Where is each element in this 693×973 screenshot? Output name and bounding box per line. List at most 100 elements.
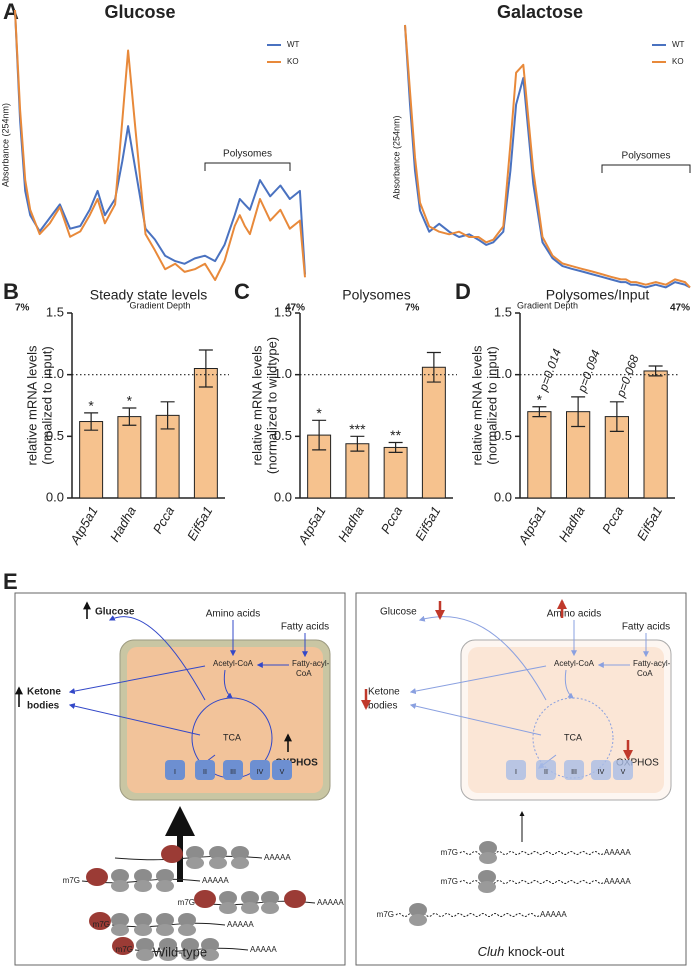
rna-binding-protein <box>86 868 108 886</box>
y-tick-label: 0.5 <box>274 428 292 443</box>
significance: *** <box>349 421 366 437</box>
p-value: p=0.014 <box>536 347 565 394</box>
error-bar <box>609 401 624 432</box>
bar <box>117 416 142 499</box>
metabolite-label: CoA <box>296 669 312 678</box>
x-tick-label: Atp5a1 <box>515 504 549 548</box>
y-tick-label: 0.5 <box>494 428 512 443</box>
panel-frame <box>355 592 687 966</box>
respiratory-complex <box>165 760 185 780</box>
respiratory-complex <box>272 760 292 780</box>
bracket <box>601 164 691 173</box>
panel-letter: A <box>3 0 19 24</box>
y-tick-label: 0.5 <box>46 428 64 443</box>
y-axis-label: relative mRNA levels <box>249 345 264 465</box>
mrna-strand <box>395 913 541 917</box>
y-axis-label: Absorbance (254nm) <box>391 115 401 199</box>
ribosome-small <box>136 949 154 961</box>
metabolite-label: Fatty-acyl- <box>633 659 671 668</box>
significance: ** <box>390 427 401 443</box>
metabolite-label: bodies <box>27 701 60 712</box>
x-tick-label: 47% <box>670 303 690 314</box>
cycle-label: TCA <box>564 732 582 742</box>
ribosome-large <box>134 869 152 883</box>
pathway-arrow <box>564 669 574 699</box>
ribosome-large <box>136 938 154 952</box>
error-bar <box>426 351 441 383</box>
mrna-cap: m7G <box>63 876 80 885</box>
complex-label: III <box>230 769 236 776</box>
ribosome-small <box>201 949 219 961</box>
mrna-cap: m7G <box>178 898 195 907</box>
ribosome-large <box>201 938 219 952</box>
metabolite-label: Fatty-acyl- <box>292 659 330 668</box>
significance: * <box>537 391 543 407</box>
bar <box>79 421 104 499</box>
metabolite-label: Ketone <box>27 687 61 698</box>
complex-label: IV <box>598 769 605 776</box>
y-tick-label: 0.0 <box>494 489 512 504</box>
ribosome-small <box>219 902 237 914</box>
line-series <box>14 9 306 275</box>
mrna-tail: AAAAA <box>202 876 229 885</box>
oxphos-label: OXPHOS <box>616 758 659 769</box>
y-axis-label: Absorbance (254nm) <box>0 103 10 187</box>
panel-letter: D <box>455 279 471 304</box>
legend-label: KO <box>672 57 684 66</box>
bar <box>193 368 218 499</box>
legend-label: WT <box>672 40 685 49</box>
x-axis-label: Gradient Depth <box>129 300 190 310</box>
ribosome-small <box>478 881 496 893</box>
error-bar <box>350 435 365 452</box>
metabolite-label: Amino acids <box>547 609 601 620</box>
metabolite-label: Glucose <box>380 607 417 618</box>
ribosome-small <box>156 924 174 936</box>
complex-label: I <box>515 769 517 776</box>
ribosome-large <box>156 869 174 883</box>
respiratory-complex <box>223 760 243 780</box>
bar <box>345 443 370 499</box>
x-tick-label: 7% <box>15 303 30 314</box>
y-tick-label: 1.5 <box>494 304 512 319</box>
x-tick-label: 47% <box>285 303 305 314</box>
annotation: Polysomes <box>622 151 671 162</box>
ribosome-small <box>181 949 199 961</box>
rna-binding-protein <box>161 845 183 863</box>
p-value: p=0.068 <box>613 353 642 400</box>
y-tick-label: 1.5 <box>274 304 292 319</box>
error-bar <box>648 365 663 377</box>
x-tick-label: Eif5a1 <box>184 504 215 543</box>
ribosome-large <box>479 841 497 855</box>
oxphos-label: OXPHOS <box>275 758 318 769</box>
caption-text: knock-out <box>508 944 565 959</box>
ribosome-large <box>111 869 129 883</box>
ribosome-large <box>134 913 152 927</box>
y-tick-label: 0.0 <box>274 489 292 504</box>
ribosome-large <box>181 938 199 952</box>
mrna-tail: AAAAA <box>250 945 277 954</box>
complex-label: IV <box>257 769 264 776</box>
metabolite-label: Glucose <box>95 607 135 618</box>
panel-letter: C <box>234 279 250 304</box>
respiratory-complex <box>591 760 611 780</box>
legend-label: WT <box>287 40 300 49</box>
ribosome-large <box>178 913 196 927</box>
ribosome-small <box>178 924 196 936</box>
pathway-arrow <box>223 669 233 699</box>
x-tick-label: Pcca <box>599 504 626 537</box>
ribosome-small <box>159 949 177 961</box>
x-tick-label: 7% <box>405 303 420 314</box>
metabolite-label: Fatty acids <box>281 622 329 633</box>
line-series <box>404 24 691 289</box>
legend-label: KO <box>287 57 299 66</box>
mrna-tail: AAAAA <box>264 853 291 862</box>
x-tick-label: Atp5a1 <box>67 504 101 548</box>
complex-label: II <box>544 769 548 776</box>
ribosome-small <box>134 924 152 936</box>
pathway-arrow <box>108 615 206 701</box>
x-tick-label: Eif5a1 <box>634 504 665 543</box>
mrna-cap: m7G <box>441 877 458 886</box>
complex-label: V <box>621 769 626 776</box>
ribosome-small <box>409 914 427 926</box>
mrna-tail: AAAAA <box>317 898 344 907</box>
